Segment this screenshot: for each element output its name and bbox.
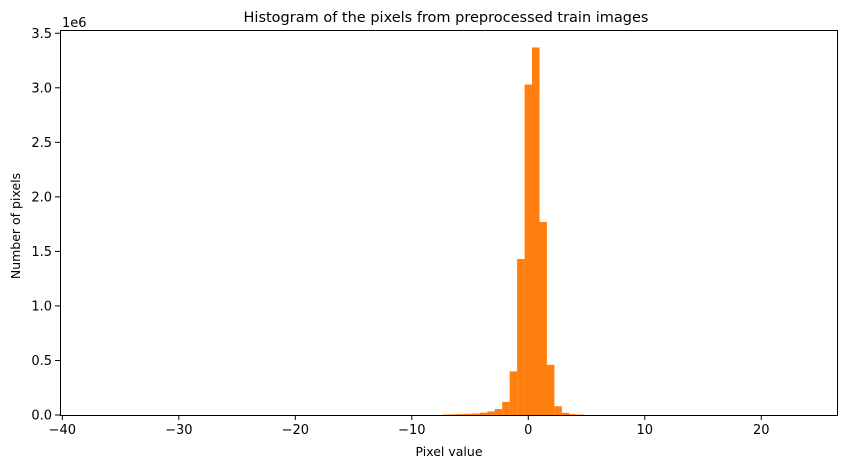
y-tick-label: 3.5 xyxy=(31,27,52,42)
histogram-bar xyxy=(554,406,562,415)
histogram-bar xyxy=(487,411,495,415)
histogram-bar xyxy=(546,364,555,415)
histogram-bar xyxy=(450,414,458,415)
y-tick-label: 1.5 xyxy=(31,245,52,260)
histogram-bar xyxy=(464,413,473,415)
histogram-bar xyxy=(524,84,533,415)
x-tick-label: −30 xyxy=(165,423,192,438)
plot-frame xyxy=(60,30,838,416)
x-axis-label: Pixel value xyxy=(415,444,482,459)
y-offset-label: 1e6 xyxy=(62,16,87,31)
y-tick-label: 1.0 xyxy=(31,299,52,314)
x-tick-label: 20 xyxy=(753,423,770,438)
histogram-bar xyxy=(479,412,488,415)
x-tick-label: −20 xyxy=(282,423,309,438)
histogram-bar xyxy=(569,414,577,415)
histogram-bar xyxy=(532,47,540,415)
x-tick-label: −10 xyxy=(398,423,425,438)
histogram-bar xyxy=(494,409,503,415)
histogram-bar xyxy=(539,221,547,415)
x-axis-ticks: −40 −30 −20 −10 0 10 20 xyxy=(49,415,770,438)
histogram-bar xyxy=(561,412,570,415)
y-tick-label: 0.0 xyxy=(31,409,52,424)
histogram-bar xyxy=(502,401,510,415)
y-tick-label: 0.5 xyxy=(31,354,52,369)
histogram-bar xyxy=(517,259,525,415)
histogram-bar xyxy=(472,413,480,415)
chart-title: Histogram of the pixels from preprocesse… xyxy=(244,10,649,26)
x-tick-label: 10 xyxy=(637,423,654,438)
x-tick-label: −40 xyxy=(49,423,76,438)
y-tick-label: 2.0 xyxy=(31,190,52,205)
y-tick-label: 3.0 xyxy=(31,81,52,96)
x-tick-label: 0 xyxy=(524,423,532,438)
histogram-bar xyxy=(457,414,465,415)
histogram-bar xyxy=(509,371,518,415)
y-axis-label: Number of pixels xyxy=(8,173,23,279)
y-axis-ticks: 0.0 0.5 1.0 1.5 2.0 2.5 3.0 3.5 xyxy=(31,27,60,424)
bars-group xyxy=(442,47,585,415)
y-tick-label: 2.5 xyxy=(31,136,52,151)
